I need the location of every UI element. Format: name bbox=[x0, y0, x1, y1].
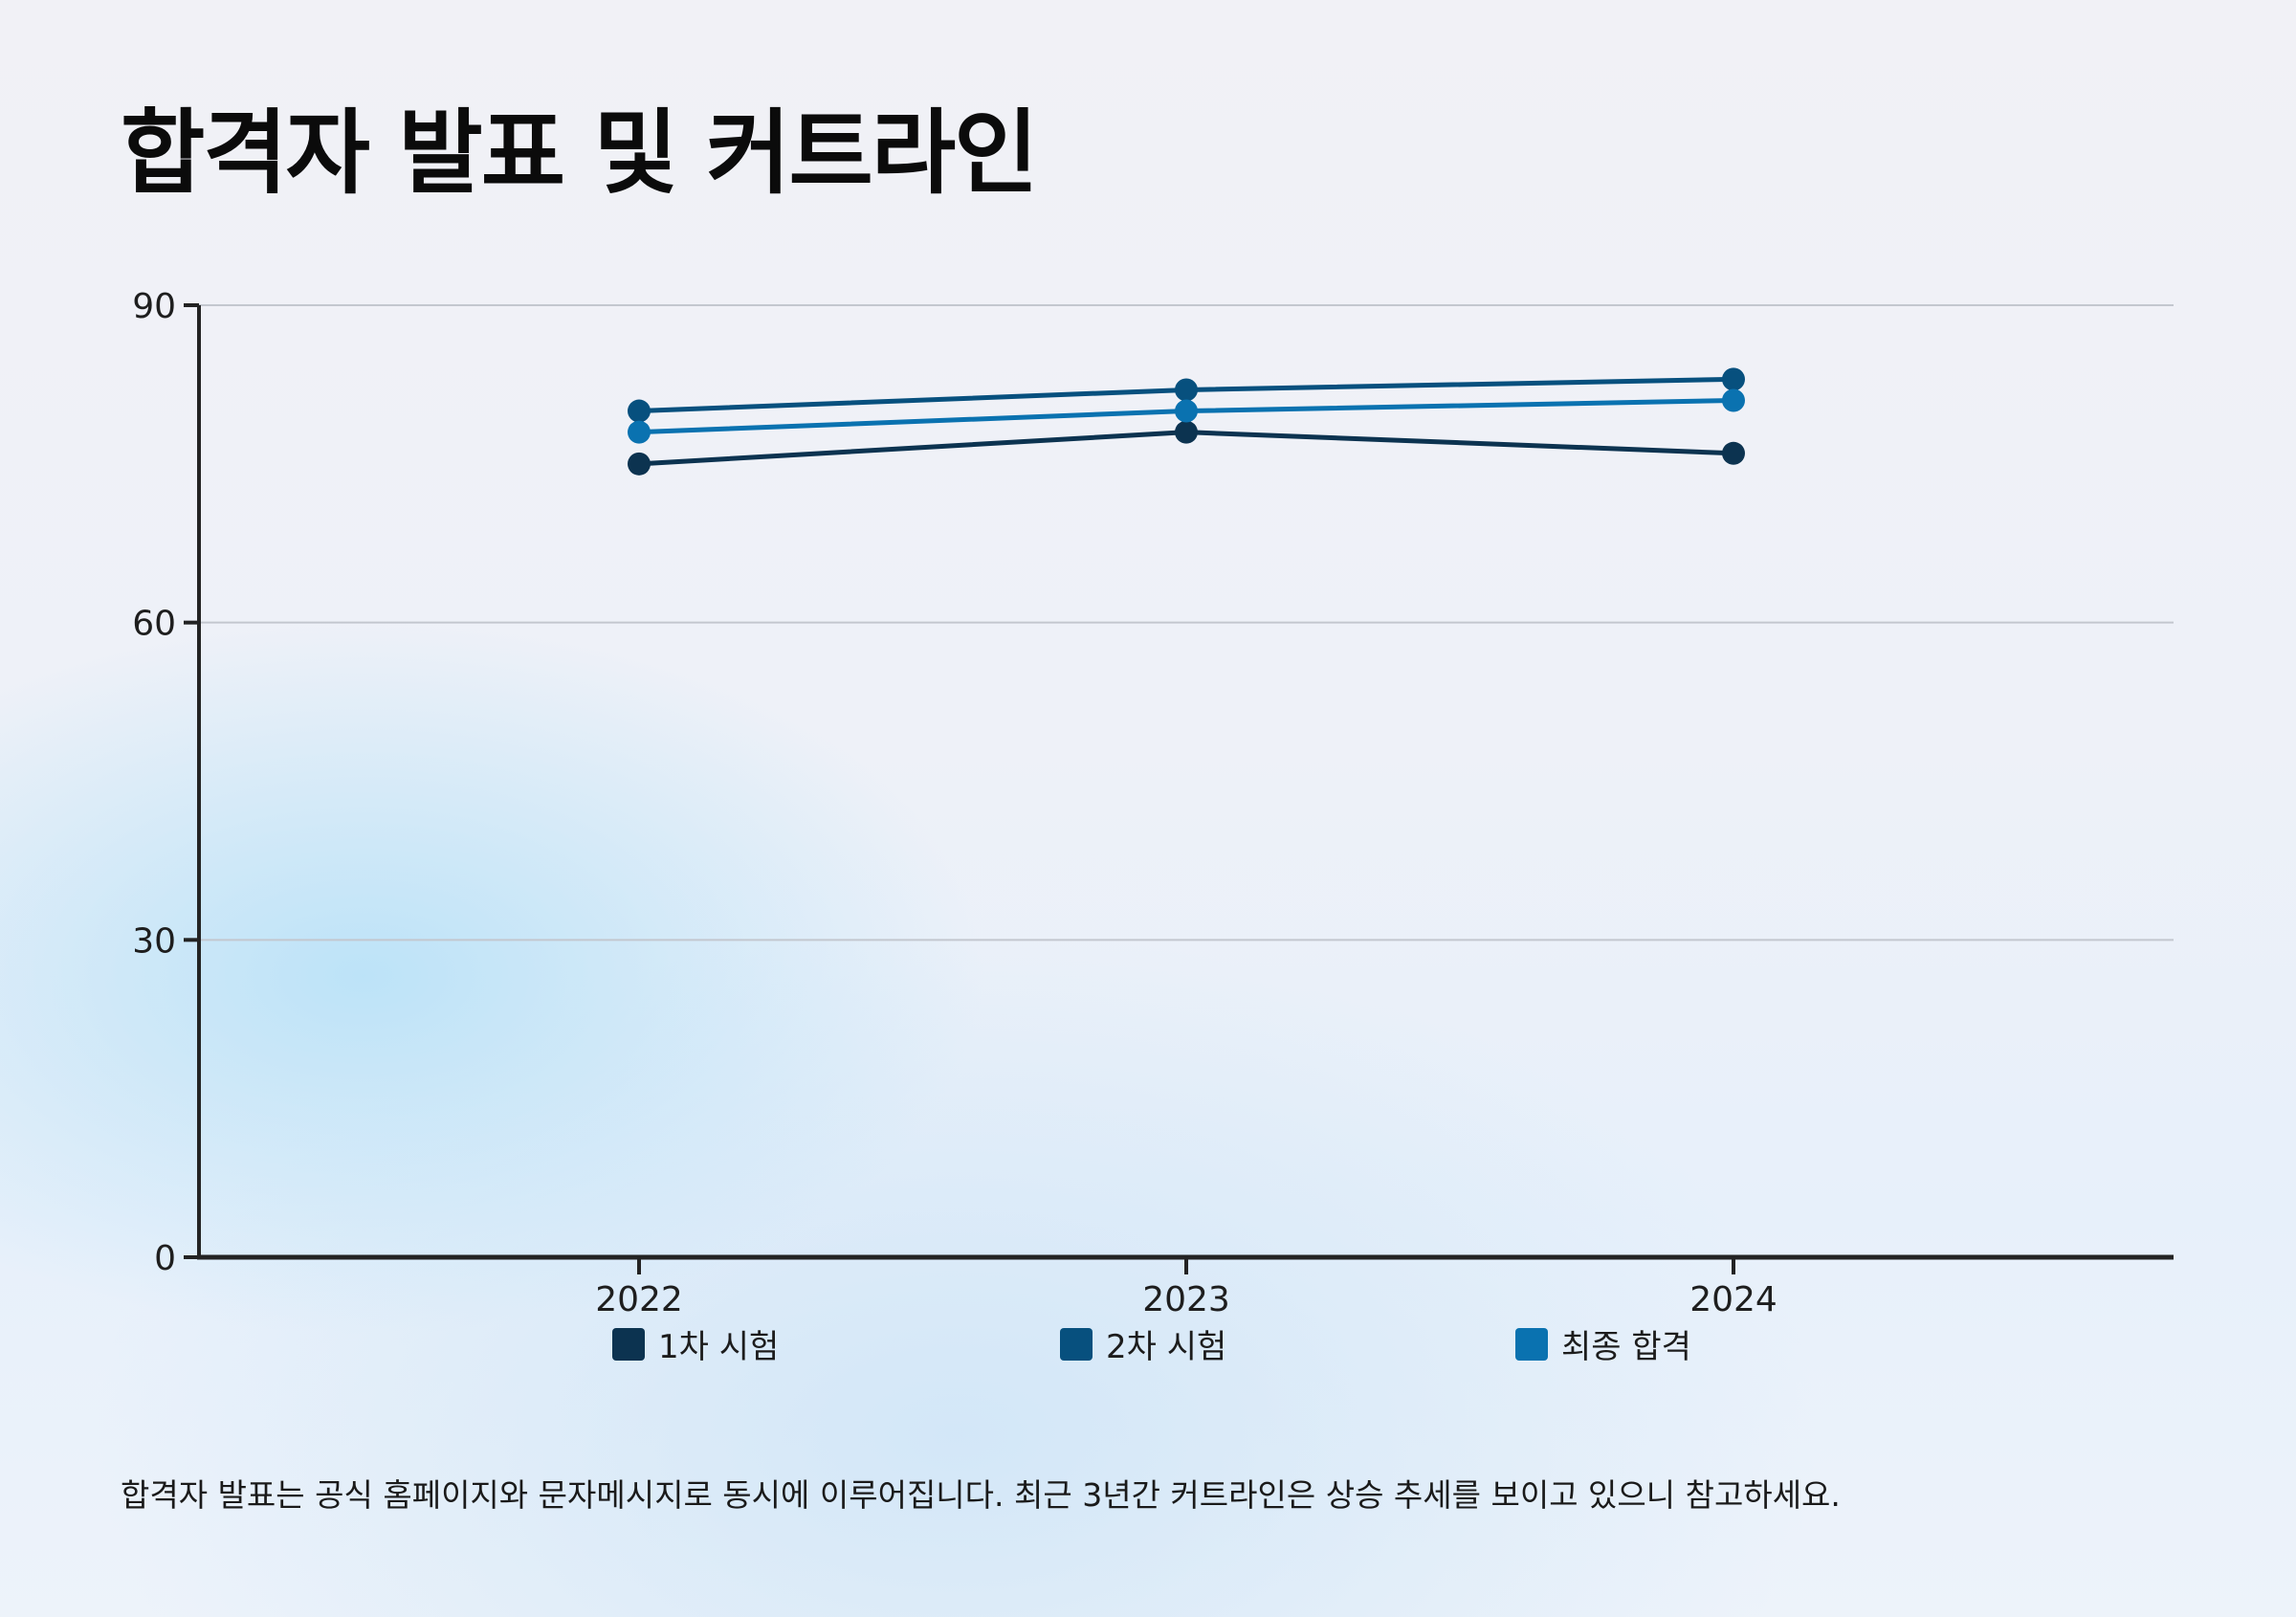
legend-item: 2차 시험 bbox=[1060, 1320, 1226, 1367]
series-3 bbox=[628, 388, 1745, 444]
data-point bbox=[1175, 378, 1198, 402]
y-tick-label: 30 bbox=[132, 921, 176, 961]
data-point bbox=[1175, 399, 1198, 423]
legend-item: 1차 시험 bbox=[612, 1320, 779, 1367]
series-2 bbox=[628, 367, 1745, 423]
gridlines bbox=[199, 304, 2174, 941]
tick-labels: 0 30 60 90 2022 2023 2024 bbox=[132, 287, 1777, 1319]
legend-swatch bbox=[612, 1327, 645, 1361]
legend-label: 1차 시험 bbox=[658, 1328, 780, 1366]
legend-swatch bbox=[1515, 1327, 1548, 1361]
data-point bbox=[1175, 420, 1198, 444]
series-1 bbox=[628, 420, 1745, 476]
legend-label: 2차 시험 bbox=[1106, 1328, 1227, 1366]
y-tick-label: 60 bbox=[132, 605, 176, 644]
series-lines bbox=[628, 367, 1745, 476]
data-point bbox=[628, 420, 651, 444]
page-title: 합격자 발표 및 커트라인 bbox=[121, 100, 1038, 207]
data-point bbox=[1722, 367, 1745, 391]
chart-legend: 1차 시험 2차 시험 최종 합격 bbox=[0, 1320, 2296, 1367]
axes bbox=[184, 303, 2174, 1274]
legend-item: 최종 합격 bbox=[1515, 1320, 1691, 1367]
x-tick-label: 2024 bbox=[1689, 1280, 1777, 1319]
data-point bbox=[1722, 388, 1745, 412]
x-tick-label: 2022 bbox=[595, 1280, 683, 1319]
x-tick-label: 2023 bbox=[1142, 1280, 1230, 1319]
y-tick-label: 0 bbox=[154, 1239, 176, 1278]
legend-swatch bbox=[1060, 1327, 1093, 1361]
data-point bbox=[628, 452, 651, 476]
legend-label: 최종 합격 bbox=[1561, 1328, 1691, 1366]
data-point bbox=[1722, 441, 1745, 465]
data-point bbox=[628, 399, 651, 423]
footnote: 합격자 발표는 공식 홈페이지와 문자메시지로 동시에 이루어집니다. 최근 3… bbox=[121, 1476, 1841, 1514]
y-tick-label: 90 bbox=[132, 287, 176, 326]
